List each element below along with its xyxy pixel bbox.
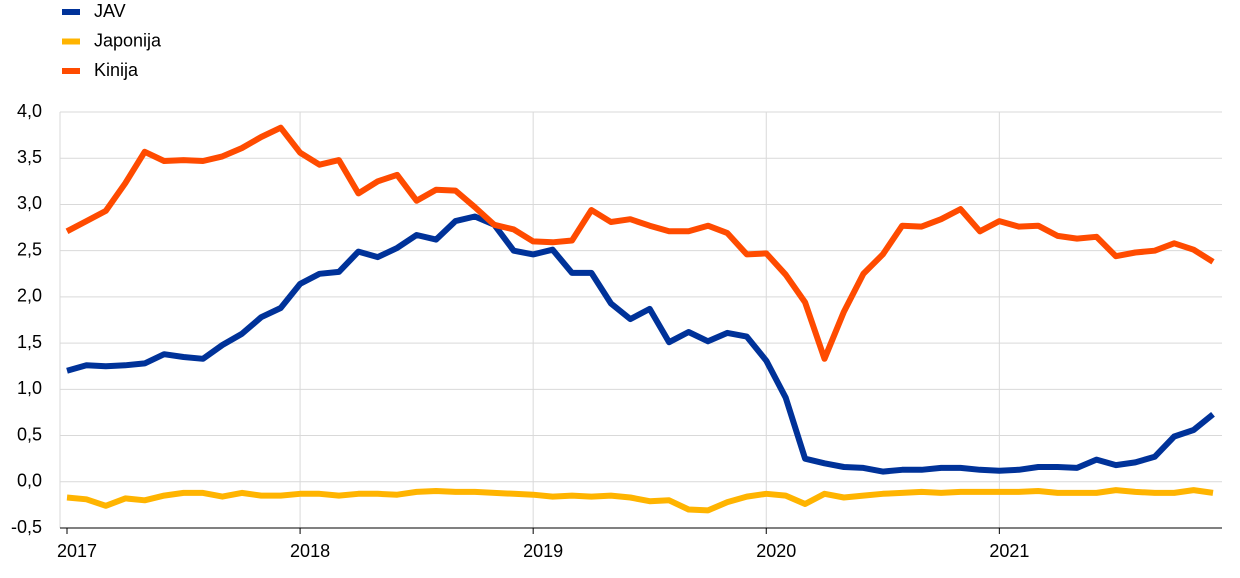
y-tick-label: 3,0 (17, 193, 42, 213)
y-tick-label: 1,0 (17, 378, 42, 398)
y-tick-label: 2,0 (17, 286, 42, 306)
series-line (66, 213, 1215, 475)
x-tick-label: 2020 (756, 541, 796, 561)
legend-label: Kinija (94, 60, 139, 80)
series-line (66, 487, 1214, 514)
y-tick-label: 1,5 (17, 332, 42, 352)
y-tick-label: -0,5 (11, 517, 42, 537)
y-tick-label: 4,0 (17, 101, 42, 121)
legend-label: JAV (94, 1, 126, 21)
x-tick-label: 2018 (290, 541, 330, 561)
legend-label: Japonija (94, 30, 162, 50)
x-tick-label: 2017 (57, 541, 97, 561)
series-line (65, 124, 1215, 362)
x-tick-label: 2019 (523, 541, 563, 561)
y-tick-label: 0,0 (17, 471, 42, 491)
x-tick-label: 2021 (989, 541, 1029, 561)
y-tick-label: 3,5 (17, 147, 42, 167)
y-tick-label: 0,5 (17, 424, 42, 444)
y-tick-label: 2,5 (17, 239, 42, 259)
